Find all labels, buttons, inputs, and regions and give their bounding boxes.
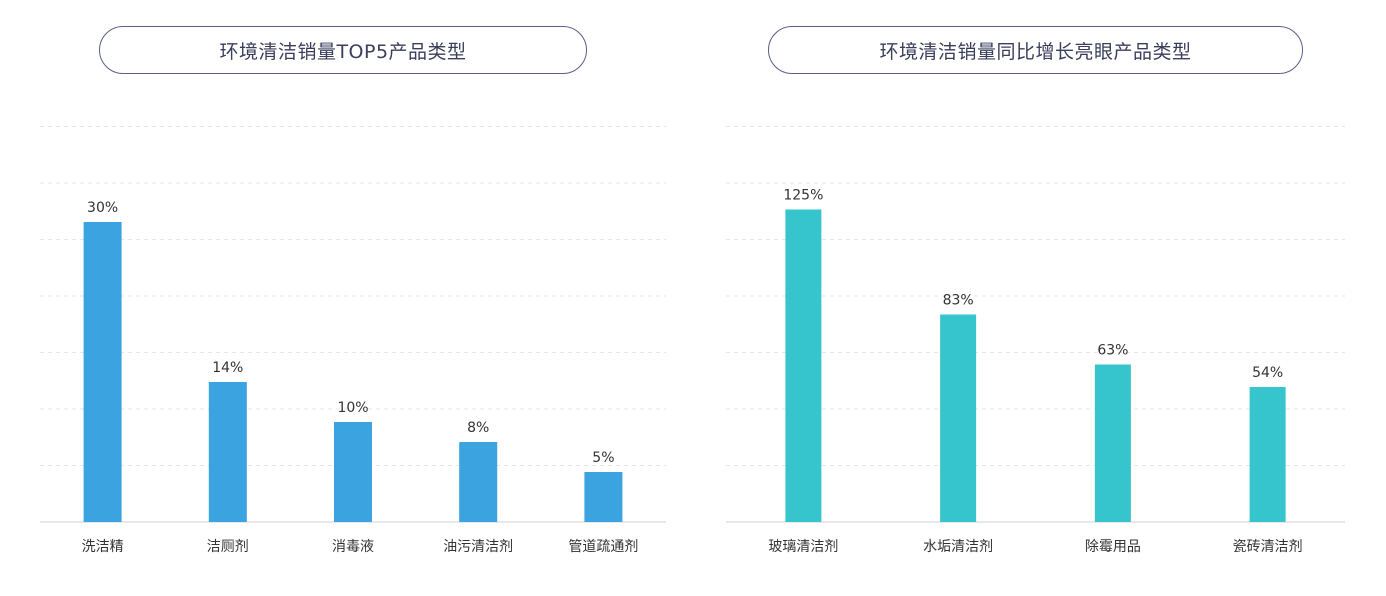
bar-value-label: 14%	[212, 360, 243, 376]
chart-panel-top5: 30% 洗洁精 14% 洁厕剂 10% 消毒液 8% 油污清洁剂 5% 管道疏通剂 环境清洁销量T…	[40, 26, 666, 555]
category-tick-label: 玻璃清洁剂	[768, 538, 838, 555]
chart-title-growth: 环境清洁销量同比增长亮眼产品类型	[768, 26, 1303, 74]
bar	[584, 472, 623, 522]
bar-value-label: 8%	[467, 420, 489, 436]
bar-value-label: 63%	[1097, 343, 1128, 359]
category-tick-label: 除霉用品	[1085, 539, 1141, 555]
chart-panel-growth: 125% 玻璃清洁剂 83% 水垢清洁剂 63% 除霉用品 54% 瓷砖清洁剂 环境清洁销量同…	[693, 0, 1386, 596]
bar-value-label: 5%	[592, 450, 614, 466]
bar	[208, 382, 247, 522]
bar-chart-top5: 30% 洗洁精 14% 洁厕剂 10% 消毒液 8% 油污清洁剂 5% 管道疏通剂	[40, 126, 666, 555]
bar-value-label: 54%	[1252, 365, 1283, 381]
category-tick-label: 洁厕剂	[207, 539, 249, 555]
bar	[334, 422, 372, 522]
bar-value-label: 125%	[783, 188, 823, 204]
category-tick-label: 水垢清洁剂	[923, 539, 993, 555]
chart-title-top5: 环境清洁销量TOP5产品类型	[99, 26, 587, 74]
bar	[785, 209, 822, 522]
bar	[1094, 364, 1131, 522]
category-tick-label: 消毒液	[332, 539, 374, 555]
bar	[1249, 387, 1286, 522]
category-tick-label: 洗洁精	[82, 539, 124, 555]
bar	[83, 222, 122, 522]
bar-chart-growth: 125% 玻璃清洁剂 83% 水垢清洁剂 63% 除霉用品 54% 瓷砖清洁剂	[726, 126, 1345, 555]
bar	[459, 442, 498, 522]
category-tick-label: 管道疏通剂	[568, 539, 638, 555]
category-tick-label: 瓷砖清洁剂	[1233, 539, 1303, 555]
bar-value-label: 10%	[337, 400, 368, 416]
category-tick-label: 油污清洁剂	[443, 539, 513, 555]
bar	[940, 314, 977, 522]
bar-value-label: 83%	[943, 293, 974, 309]
bar-value-label: 30%	[87, 200, 118, 216]
